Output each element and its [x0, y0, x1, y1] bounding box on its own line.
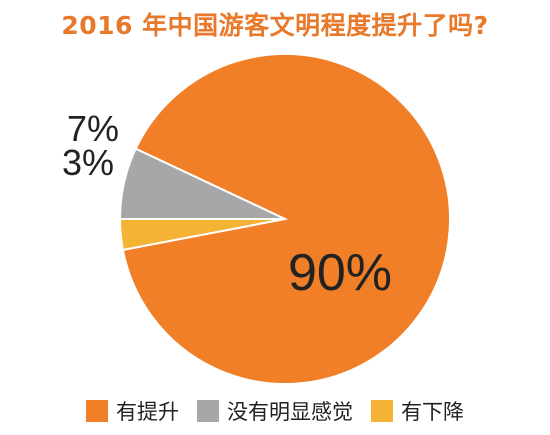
pie-slice-decrease — [118, 218, 286, 252]
legend-item-no-change: 没有明显感觉 — [197, 396, 353, 426]
legend-label-decrease: 有下降 — [401, 400, 464, 424]
legend-label-no-change: 没有明显感觉 — [227, 400, 353, 424]
pie-slice-increase — [121, 53, 451, 385]
legend-swatch-no-change — [197, 400, 219, 422]
data-label-no-change: 7% — [67, 108, 119, 149]
legend-item-decrease: 有下降 — [371, 396, 464, 426]
legend-swatch-decrease — [371, 400, 393, 422]
data-label-increase: 90% — [288, 244, 392, 302]
legend: 有提升 没有明显感觉 有下降 — [0, 396, 550, 426]
data-label-decrease: 3% — [62, 142, 114, 183]
legend-label-increase: 有提升 — [116, 400, 179, 424]
chart-title: 2016 年中国游客文明程度提升了吗? — [61, 11, 489, 40]
legend-item-increase: 有提升 — [86, 396, 179, 426]
legend-swatch-increase — [86, 400, 108, 422]
